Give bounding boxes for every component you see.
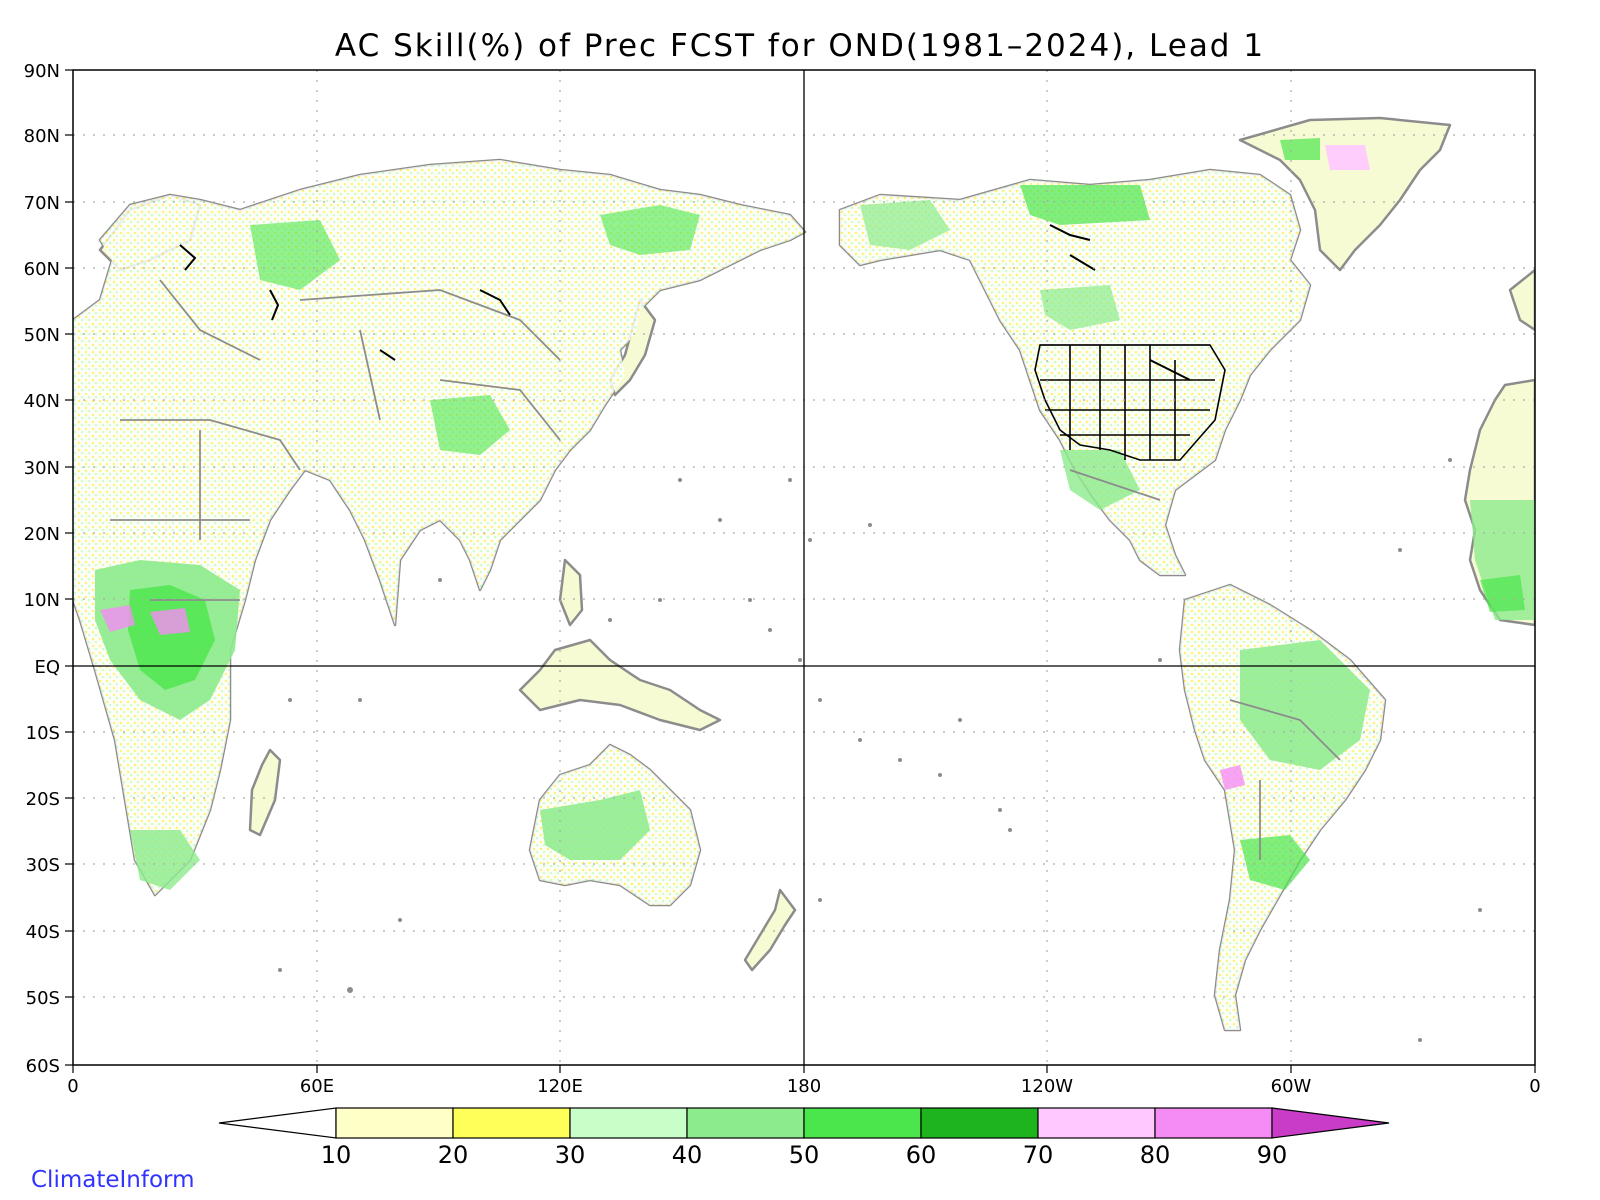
colorbar-segment	[920, 1107, 1039, 1139]
colorbar-label: 50	[789, 1141, 820, 1169]
lat-tick-label: 20S	[26, 789, 60, 810]
lon-labels: 0 60E 120E 180 120W 60W 0	[67, 1076, 1540, 1097]
lat-tick-label: EQ	[34, 657, 60, 678]
new-zealand	[743, 888, 797, 972]
us-state-borders	[1034, 344, 1226, 461]
lon-tick-label: 120E	[537, 1076, 583, 1097]
colorbar-lower-triangle	[218, 1107, 337, 1139]
colorbar-label: 30	[555, 1141, 586, 1169]
pacific-islands	[278, 458, 1482, 1042]
lat-tick-label: 90N	[24, 61, 60, 82]
map-panel	[73, 116, 1535, 1042]
lon-tick-label: 0	[1529, 1076, 1540, 1097]
colorbar-segment	[1037, 1107, 1156, 1139]
colorbar-labels: 10 20 30 40 50 60 70 80 90	[321, 1141, 1288, 1169]
lat-labels: 90N 80N 70N 60N 50N 40N 30N 20N 10N EQ 1…	[24, 61, 60, 1077]
reference-lines	[73, 70, 1535, 1065]
lat-tick-label: 10N	[24, 590, 60, 611]
lon-tick-label: 120W	[1021, 1076, 1073, 1097]
colorbar-label: 60	[906, 1141, 937, 1169]
madagascar	[248, 748, 282, 837]
colorbar-segment	[335, 1107, 454, 1139]
colorbar-segment	[803, 1107, 922, 1139]
colorbar-label: 70	[1023, 1141, 1054, 1169]
colorbar	[218, 1107, 1390, 1139]
colorbar-segment	[569, 1107, 688, 1139]
lon-tick-label: 60W	[1271, 1076, 1312, 1097]
lat-tick-label: 30N	[24, 458, 60, 479]
lakes	[179, 224, 1191, 381]
lat-tick-label: 10S	[26, 723, 60, 744]
colorbar-label: 90	[1257, 1141, 1288, 1169]
colorbar-segment	[1154, 1107, 1273, 1139]
colorbar-label: 10	[321, 1141, 352, 1169]
lat-tick-label: 70N	[24, 193, 60, 214]
philippines	[558, 558, 584, 627]
lon-tick-label: 180	[787, 1076, 821, 1097]
skill-texture	[73, 160, 1385, 1030]
lat-tick-label: 40N	[24, 391, 60, 412]
borneo-indonesia	[518, 638, 722, 732]
lat-tick-label: 80N	[24, 126, 60, 147]
lat-tick-label: 40S	[26, 922, 60, 943]
brand-label: ClimateInform	[31, 1167, 195, 1193]
colorbar-label: 80	[1140, 1141, 1171, 1169]
colorbar-label: 20	[438, 1141, 469, 1169]
lat-tick-label: 60S	[26, 1056, 60, 1077]
lon-tick-label: 0	[67, 1076, 78, 1097]
map-title: AC Skill(%) of Prec FCST for OND(1981–20…	[334, 28, 1266, 64]
colorbar-upper-triangle	[1271, 1107, 1390, 1139]
lat-tick-label: 50N	[24, 325, 60, 346]
lat-tick-label: 20N	[24, 524, 60, 545]
lat-tick-label: 30S	[26, 855, 60, 876]
axis-ticks	[65, 69, 1536, 1073]
colorbar-label: 40	[672, 1141, 703, 1169]
europe-right-edge	[1508, 268, 1535, 332]
colorbar-segment	[452, 1107, 571, 1139]
lat-tick-label: 50S	[26, 988, 60, 1009]
lat-tick-label: 60N	[24, 259, 60, 280]
lon-tick-label: 60E	[300, 1076, 334, 1097]
colorbar-segment	[686, 1107, 805, 1139]
